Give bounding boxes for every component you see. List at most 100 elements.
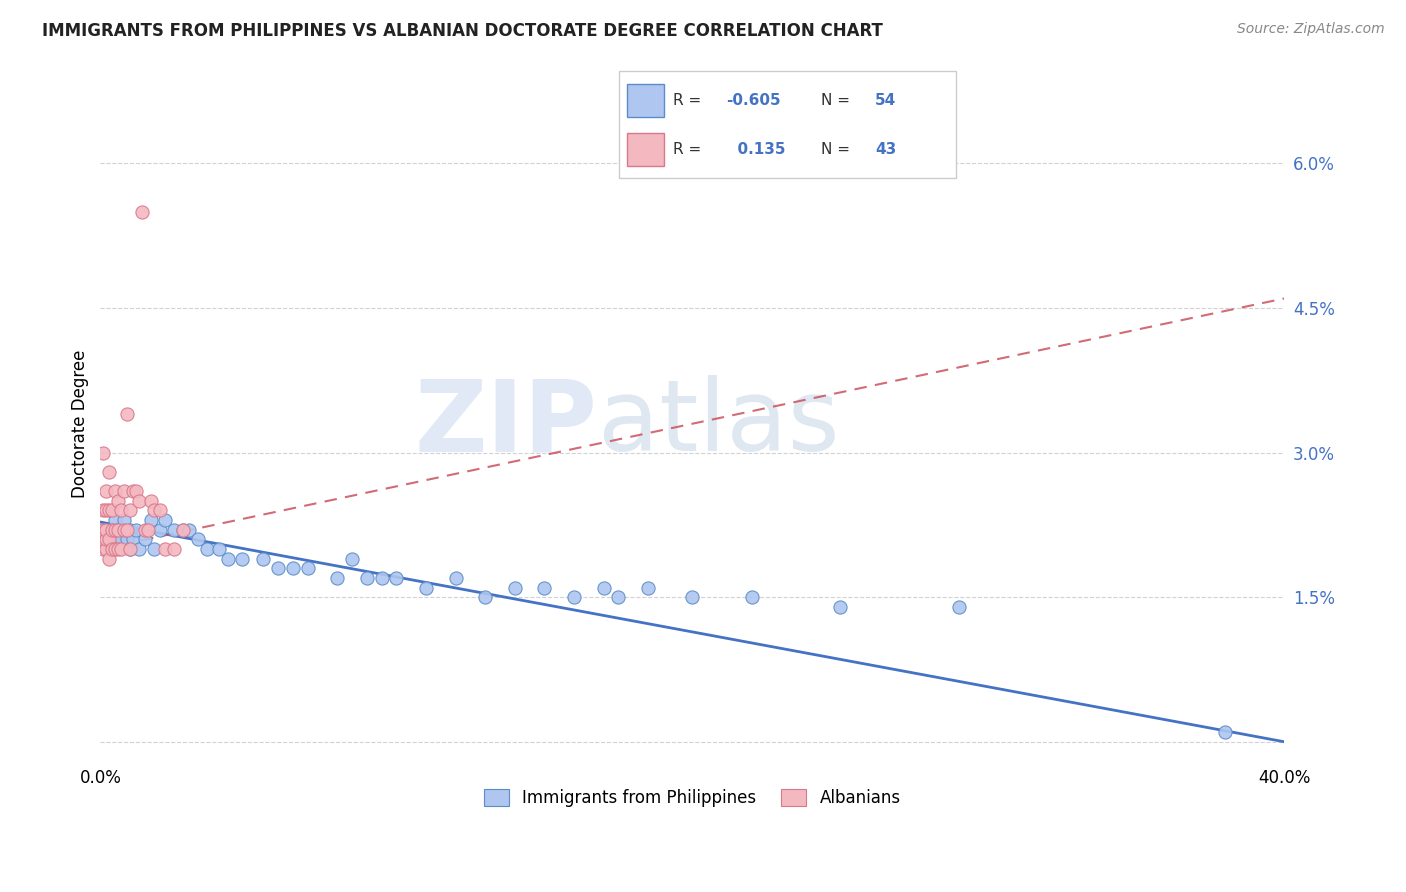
Point [101,503,124,517]
Point [96,541,118,556]
Point [267,561,290,575]
Point [110,503,132,517]
Point [155,513,177,527]
Point [172,523,194,537]
Point [172,523,194,537]
Point [1213,725,1236,739]
Point [91,523,114,537]
Point [179,523,201,537]
Point [110,523,132,537]
FancyBboxPatch shape [619,71,956,178]
Text: -0.605: -0.605 [727,93,782,108]
Point [107,493,129,508]
Point [110,533,132,547]
Point [96,523,118,537]
Point [91,523,114,537]
Point [98,533,121,547]
Point [96,503,118,517]
Text: R =: R = [672,93,706,108]
Point [125,484,148,499]
Point [385,571,408,585]
Point [142,541,165,556]
Point [112,484,135,499]
Text: 0.135: 0.135 [727,142,785,157]
Point [136,523,159,537]
Point [91,445,114,459]
Point [104,484,127,499]
Point [163,523,186,537]
Point [125,523,148,537]
Point [231,551,253,566]
Point [104,541,127,556]
Point [115,407,138,421]
Point [101,541,124,556]
Point [98,541,121,556]
Point [122,484,145,499]
Legend: Immigrants from Philippines, Albanians: Immigrants from Philippines, Albanians [477,782,907,814]
Point [148,523,170,537]
Text: IMMIGRANTS FROM PHILIPPINES VS ALBANIAN DOCTORATE DEGREE CORRELATION CHART: IMMIGRANTS FROM PHILIPPINES VS ALBANIAN … [42,22,883,40]
Point [281,561,304,575]
Point [134,533,156,547]
Point [104,523,127,537]
Point [128,493,150,508]
Point [91,541,114,556]
Point [107,523,129,537]
Point [297,561,319,575]
Point [118,541,141,556]
Point [101,533,124,547]
Point [101,523,124,537]
Text: R =: R = [672,142,706,157]
Point [115,523,138,537]
Text: ZIP: ZIP [415,376,598,472]
Point [98,523,121,537]
Point [195,541,218,556]
Text: 54: 54 [875,93,897,108]
Point [104,533,127,547]
Point [741,591,763,605]
FancyBboxPatch shape [627,133,664,166]
Point [128,541,150,556]
Point [637,581,659,595]
Point [830,599,852,614]
Point [96,484,118,499]
Point [681,591,703,605]
Point [415,581,437,595]
Point [118,541,141,556]
Point [91,533,114,547]
Point [163,541,186,556]
Text: atlas: atlas [598,376,839,472]
Point [107,533,129,547]
Y-axis label: Doctorate Degree: Doctorate Degree [72,350,89,498]
Point [131,204,153,219]
Point [217,551,239,566]
Point [474,591,496,605]
Point [110,541,132,556]
Point [107,523,129,537]
Point [607,591,630,605]
Point [592,581,614,595]
Point [115,533,138,547]
Point [187,533,209,547]
Point [107,541,129,556]
Point [98,551,121,566]
Point [142,503,165,517]
Point [139,513,162,527]
Point [122,533,145,547]
Point [208,541,231,556]
Point [98,503,121,517]
Point [562,591,585,605]
Point [98,465,121,479]
Point [96,533,118,547]
Point [134,523,156,537]
Text: 43: 43 [875,142,897,157]
Point [155,541,177,556]
Text: N =: N = [821,93,855,108]
FancyBboxPatch shape [627,84,664,117]
Text: N =: N = [821,142,855,157]
Text: Source: ZipAtlas.com: Source: ZipAtlas.com [1237,22,1385,37]
Point [139,493,162,508]
Point [356,571,378,585]
Point [148,503,170,517]
Point [948,599,970,614]
